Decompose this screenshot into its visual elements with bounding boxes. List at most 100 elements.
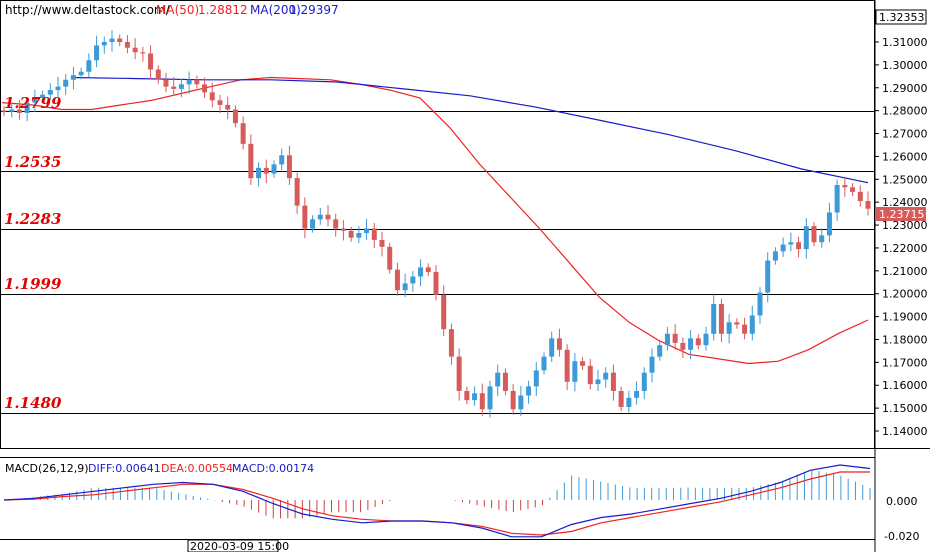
- macd-diff-line: [3, 464, 871, 538]
- candle-body: [703, 333, 709, 346]
- candle-body: [441, 294, 447, 330]
- site-url: http://www.deltastock.com/: [5, 3, 171, 17]
- candle-body: [572, 361, 578, 382]
- last-price-value: 1.23715: [879, 208, 925, 221]
- candle-body: [40, 94, 46, 99]
- candle-body: [680, 342, 686, 350]
- candle-body: [634, 390, 640, 398]
- candle-body: [101, 42, 107, 46]
- candle-body: [595, 379, 601, 385]
- candle-body: [811, 226, 817, 243]
- candle-body: [734, 322, 740, 325]
- candle-body: [16, 109, 22, 113]
- candle-body: [194, 79, 200, 85]
- candle-body: [279, 155, 285, 165]
- candle-body: [333, 219, 339, 229]
- candle-body: [826, 212, 832, 236]
- candle-body: [302, 205, 308, 229]
- candle-body: [495, 372, 501, 387]
- candle-body: [32, 98, 38, 103]
- candle-body: [610, 372, 616, 391]
- candle-body: [1, 110, 7, 112]
- candle-body: [834, 185, 840, 213]
- candle-body: [487, 386, 493, 410]
- candle-body: [649, 356, 655, 373]
- candle-body: [356, 233, 362, 238]
- main-plot-frame: [0, 0, 875, 449]
- candle-body: [549, 338, 555, 357]
- candle-body: [711, 304, 717, 334]
- candle-body: [9, 109, 15, 112]
- candle-body: [340, 228, 346, 231]
- candle-body: [155, 69, 161, 80]
- moving-averages: [1, 76, 869, 365]
- y-tick-label: 1.31000: [882, 36, 928, 49]
- ma50-value: 1.28812: [198, 3, 248, 17]
- candle-body: [410, 276, 416, 284]
- candle-body: [757, 292, 763, 316]
- candle-body: [248, 143, 254, 179]
- y-tick-label: 1.19000: [882, 311, 928, 324]
- ma50-label: MA(50): [156, 3, 199, 17]
- candle-body: [472, 393, 478, 401]
- level-label-2: 1.2535: [4, 153, 61, 171]
- candle-body: [502, 372, 508, 391]
- candle-body: [63, 79, 69, 87]
- level-label-5: 1.1480: [4, 394, 62, 412]
- candle-body: [294, 178, 300, 206]
- macd-tick-neg: -0.020: [884, 530, 919, 543]
- candle-body: [510, 390, 516, 410]
- candle-body: [456, 356, 462, 391]
- y-tick-label: 1.17000: [882, 356, 928, 369]
- level-label-3: 1.2283: [4, 210, 61, 228]
- candle-body: [163, 79, 169, 87]
- y-tick-label: 1.23000: [882, 219, 928, 232]
- candle-body: [310, 219, 316, 229]
- candle-body: [857, 191, 863, 202]
- macd-diff: DIFF:0.00641: [88, 462, 161, 475]
- candle-body: [742, 324, 748, 334]
- candle-body: [695, 338, 701, 346]
- candle-body: [78, 71, 84, 76]
- candle-body: [788, 242, 794, 245]
- y-tick-label: 1.24000: [882, 196, 928, 209]
- candle-body: [618, 390, 624, 407]
- y-tick-label: 1.28000: [882, 105, 928, 118]
- y-tick-label: 1.27000: [882, 128, 928, 141]
- candle-body: [564, 349, 570, 382]
- candle-body: [433, 271, 439, 295]
- macd-tick-zero: 0.000: [886, 495, 918, 508]
- candle-body: [518, 395, 524, 410]
- macd-dea-line: [3, 471, 870, 536]
- candle-body: [240, 123, 246, 144]
- candle-body: [850, 187, 856, 192]
- candle-body: [664, 333, 670, 346]
- candle-body: [819, 235, 825, 243]
- y-tick-label: 1.16000: [882, 379, 928, 392]
- candle-body: [803, 226, 809, 250]
- candle-body: [140, 52, 146, 54]
- y-tick-label: 1.14000: [882, 425, 928, 438]
- top-price-value: 1.32353: [879, 11, 925, 24]
- y-tick-label: 1.15000: [882, 402, 928, 415]
- candle-body: [202, 84, 208, 93]
- candle-body: [718, 304, 724, 334]
- candle-body: [672, 333, 678, 343]
- y-axis-ticks: 1.31000 1.30000 1.29000 1.28000 1.27000 1.260…: [875, 36, 928, 438]
- candle-body: [865, 201, 871, 209]
- y-tick-label: 1.29000: [882, 82, 928, 95]
- candle-body: [626, 397, 632, 407]
- candle-body: [394, 269, 400, 291]
- candle-body: [148, 53, 154, 70]
- candle-body: [448, 329, 454, 357]
- candle-body: [796, 242, 802, 250]
- candle-body: [109, 38, 115, 42]
- candles: [1, 30, 871, 418]
- candle-body: [387, 246, 393, 270]
- top-price-box: [875, 9, 927, 25]
- candle-body: [70, 75, 76, 80]
- candle-body: [217, 100, 223, 105]
- y-tick-label: 1.22000: [882, 242, 928, 255]
- time-label-box: [187, 539, 279, 552]
